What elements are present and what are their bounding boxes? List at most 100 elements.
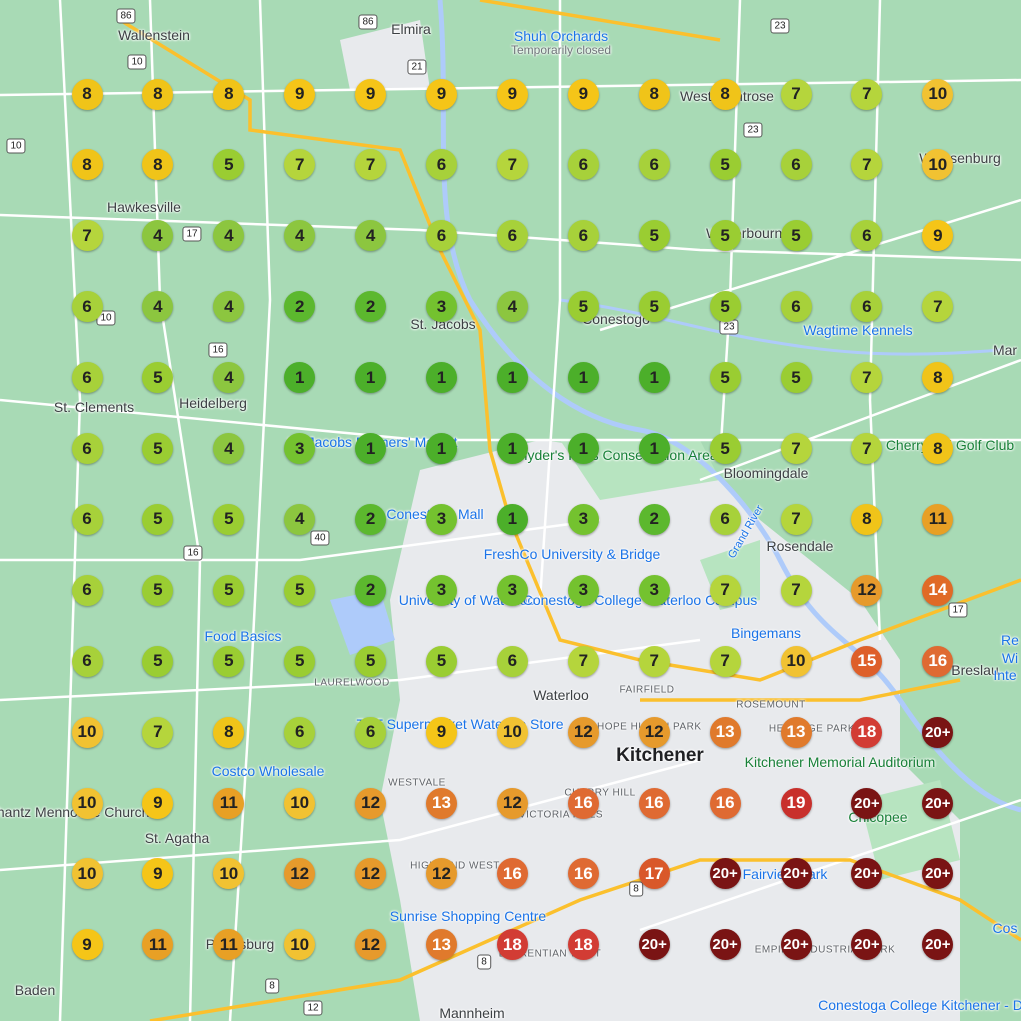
rank-marker[interactable]: 1 (638, 433, 670, 464)
rank-marker[interactable]: 8 (638, 78, 670, 110)
rank-marker[interactable]: 4 (496, 291, 528, 323)
rank-marker[interactable]: 12 (426, 858, 457, 890)
rank-marker[interactable]: 7 (567, 645, 599, 677)
rank-marker[interactable]: 9 (496, 78, 528, 110)
rank-marker[interactable]: 10 (496, 716, 528, 748)
rank-marker[interactable]: 20+ (851, 787, 883, 819)
rank-marker[interactable]: 5 (638, 220, 670, 252)
rank-marker[interactable]: 9 (142, 787, 174, 819)
rank-marker[interactable]: 10 (284, 929, 316, 961)
rank-marker[interactable]: 1 (284, 362, 316, 394)
rank-marker[interactable]: 20+ (851, 929, 883, 961)
rank-marker[interactable]: 10 (922, 149, 954, 181)
rank-marker[interactable]: 7 (780, 433, 812, 464)
rank-marker[interactable]: 2 (638, 503, 670, 535)
rank-marker[interactable]: 4 (355, 220, 387, 252)
rank-marker[interactable]: 8 (142, 78, 174, 110)
rank-marker[interactable]: 5 (709, 362, 741, 394)
rank-marker[interactable]: 3 (567, 574, 599, 606)
rank-marker[interactable]: 13 (426, 787, 457, 819)
rank-marker[interactable]: 9 (71, 929, 103, 961)
rank-marker[interactable]: 20+ (780, 858, 812, 890)
rank-marker[interactable]: 12 (496, 787, 528, 819)
rank-marker[interactable]: 7 (142, 716, 174, 748)
rank-marker[interactable]: 7 (851, 433, 883, 464)
rank-marker[interactable]: 10 (780, 645, 812, 677)
rank-marker[interactable]: 6 (496, 645, 528, 677)
rank-marker[interactable]: 7 (709, 574, 741, 606)
rank-marker[interactable]: 12 (355, 929, 387, 961)
rank-marker[interactable]: 5 (355, 645, 387, 677)
rank-marker[interactable]: 9 (355, 78, 387, 110)
rank-marker[interactable]: 7 (851, 149, 883, 181)
rank-marker[interactable]: 6 (851, 220, 883, 252)
rank-marker[interactable]: 8 (213, 716, 245, 748)
rank-marker[interactable]: 11 (922, 503, 954, 535)
rank-marker[interactable]: 6 (71, 574, 103, 606)
rank-marker[interactable]: 6 (567, 149, 599, 181)
rank-marker[interactable]: 12 (567, 716, 599, 748)
rank-marker[interactable]: 7 (851, 78, 883, 110)
rank-marker[interactable]: 6 (851, 291, 883, 323)
rank-marker[interactable]: 12 (355, 858, 387, 890)
rank-marker[interactable]: 6 (567, 220, 599, 252)
rank-marker[interactable]: 2 (355, 503, 387, 535)
rank-marker[interactable]: 7 (709, 645, 741, 677)
rank-marker[interactable]: 20+ (922, 787, 954, 819)
rank-marker[interactable]: 4 (142, 220, 174, 252)
rank-marker[interactable]: 5 (709, 291, 741, 323)
rank-marker[interactable]: 8 (851, 503, 883, 535)
rank-marker[interactable]: 3 (284, 433, 316, 464)
rank-marker[interactable]: 1 (496, 362, 528, 394)
rank-marker[interactable]: 4 (213, 220, 245, 252)
rank-marker[interactable]: 12 (284, 858, 316, 890)
rank-marker[interactable]: 3 (496, 574, 528, 606)
rank-marker[interactable]: 7 (851, 362, 883, 394)
rank-marker[interactable]: 5 (709, 149, 741, 181)
rank-marker[interactable]: 1 (496, 433, 528, 464)
rank-marker[interactable]: 4 (213, 362, 245, 394)
rank-marker[interactable]: 5 (213, 645, 245, 677)
rank-marker[interactable]: 10 (71, 716, 103, 748)
rank-marker[interactable]: 7 (922, 291, 954, 323)
rank-marker[interactable]: 13 (780, 716, 812, 748)
rank-marker[interactable]: 8 (922, 433, 954, 464)
rank-marker[interactable]: 10 (71, 858, 103, 890)
rank-marker[interactable]: 9 (426, 78, 457, 110)
rank-marker[interactable]: 5 (567, 291, 599, 323)
rank-marker[interactable]: 3 (426, 574, 457, 606)
rank-marker[interactable]: 8 (709, 78, 741, 110)
rank-marker[interactable]: 5 (213, 574, 245, 606)
rank-marker[interactable]: 4 (284, 220, 316, 252)
rank-marker[interactable]: 4 (284, 503, 316, 535)
rank-marker[interactable]: 18 (567, 929, 599, 961)
rank-marker[interactable]: 6 (71, 433, 103, 464)
rank-marker[interactable]: 8 (142, 149, 174, 181)
rank-marker[interactable]: 6 (71, 362, 103, 394)
rank-marker[interactable]: 6 (426, 149, 457, 181)
rank-marker[interactable]: 8 (71, 149, 103, 181)
rank-marker[interactable]: 16 (496, 858, 528, 890)
rank-marker[interactable]: 16 (638, 787, 670, 819)
rank-marker[interactable]: 16 (567, 858, 599, 890)
rank-marker[interactable]: 4 (142, 291, 174, 323)
rank-marker[interactable]: 20+ (780, 929, 812, 961)
rank-marker[interactable]: 4 (213, 433, 245, 464)
rank-marker[interactable]: 5 (709, 220, 741, 252)
rank-marker[interactable]: 16 (567, 787, 599, 819)
rank-marker[interactable]: 7 (780, 503, 812, 535)
rank-marker[interactable]: 7 (284, 149, 316, 181)
rank-marker[interactable]: 1 (638, 362, 670, 394)
rank-marker[interactable]: 1 (567, 362, 599, 394)
rank-marker[interactable]: 10 (922, 78, 954, 110)
rank-marker[interactable]: 9 (142, 858, 174, 890)
rank-marker[interactable]: 1 (426, 362, 457, 394)
rank-marker[interactable]: 1 (567, 433, 599, 464)
rank-marker[interactable]: 10 (213, 858, 245, 890)
rank-marker[interactable]: 3 (567, 503, 599, 535)
rank-marker[interactable]: 9 (922, 220, 954, 252)
rank-marker[interactable]: 5 (426, 645, 457, 677)
rank-marker[interactable]: 5 (780, 220, 812, 252)
rank-marker[interactable]: 1 (426, 433, 457, 464)
rank-marker[interactable]: 20+ (709, 858, 741, 890)
